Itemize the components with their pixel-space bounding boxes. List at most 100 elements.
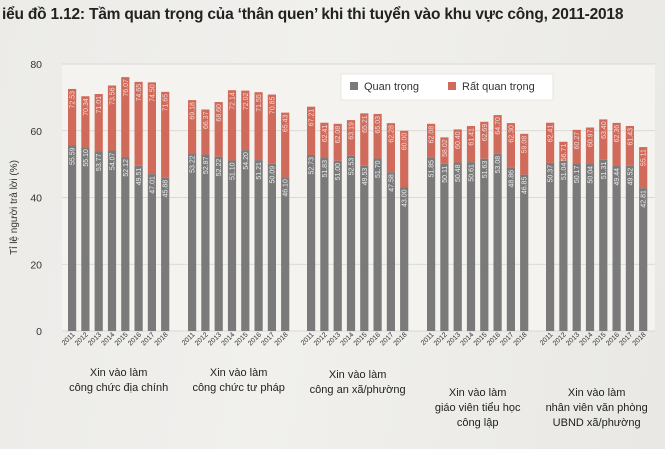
bar-quan-trong bbox=[333, 160, 342, 331]
bar-rat-quan-trong bbox=[94, 94, 103, 152]
bar-label-tong: 66.37 bbox=[203, 111, 210, 129]
bar-rat-quan-trong bbox=[320, 122, 329, 159]
bar-rat-quan-trong bbox=[480, 121, 489, 159]
x-tick-label: 2014 bbox=[100, 331, 116, 347]
bar-rat-quan-trong bbox=[506, 123, 515, 168]
x-tick-label: 2012 bbox=[313, 331, 329, 347]
x-tick-label: 2017 bbox=[140, 331, 156, 347]
group-label: Xin vào làm bbox=[568, 387, 625, 399]
group-label: công chức địa chính bbox=[69, 382, 168, 394]
bar-label-quan-trong: 50.04 bbox=[588, 166, 595, 184]
bar-quan-trong bbox=[480, 158, 489, 331]
x-tick-label: 2016 bbox=[247, 331, 263, 347]
bar-rat-quan-trong bbox=[281, 112, 290, 178]
bar-label-quan-trong: 53.22 bbox=[190, 155, 197, 173]
bar-rat-quan-trong bbox=[333, 123, 342, 161]
bar-rat-quan-trong bbox=[307, 106, 316, 156]
bar-rat-quan-trong bbox=[134, 81, 143, 166]
x-tick-label: 2014 bbox=[220, 331, 236, 347]
bar-label-tong: 74.65 bbox=[136, 84, 143, 102]
bar-label-tong: 71.65 bbox=[163, 94, 170, 112]
x-tick-label: 2018 bbox=[632, 331, 648, 347]
bar-label-quan-trong: 51.85 bbox=[429, 160, 436, 178]
bar-label-quan-trong: 49.51 bbox=[136, 168, 143, 186]
bar-quan-trong bbox=[227, 160, 237, 331]
bars bbox=[68, 77, 648, 331]
bar-quan-trong bbox=[346, 155, 356, 331]
bar-quan-trong bbox=[161, 177, 170, 331]
bar-quan-trong bbox=[625, 165, 634, 331]
bar-rat-quan-trong bbox=[254, 92, 263, 161]
bar-quan-trong bbox=[440, 163, 449, 331]
bar-label-quan-trong: 42.81 bbox=[641, 190, 648, 208]
bar-quan-trong bbox=[214, 156, 223, 331]
x-tick-label: 2017 bbox=[379, 331, 395, 347]
bar-rat-quan-trong bbox=[241, 90, 250, 151]
legend-label-quan-trong: Quan trọng bbox=[364, 81, 419, 93]
y-tick-label: 80 bbox=[30, 59, 42, 71]
x-tick-label: 2011 bbox=[300, 331, 316, 347]
y-tick-label: 40 bbox=[30, 193, 42, 205]
bar-label-tong: 63.19 bbox=[349, 122, 356, 140]
bar-label-quan-trong: 50.11 bbox=[442, 166, 449, 183]
x-tick-label: 2018 bbox=[154, 331, 170, 347]
legend-swatch-quan-trong bbox=[350, 82, 358, 90]
bar-quan-trong bbox=[520, 174, 529, 331]
bar-quan-trong bbox=[320, 158, 329, 331]
bar-label-tong: 72.02 bbox=[243, 93, 250, 111]
bar-label-tong: 61.41 bbox=[469, 128, 476, 146]
bar-rat-quan-trong bbox=[520, 133, 529, 175]
legend-swatch-rat-quan-trong bbox=[448, 82, 456, 90]
bar-quan-trong bbox=[254, 160, 263, 331]
bar-label-quan-trong: 54.20 bbox=[243, 152, 250, 170]
bar-rat-quan-trong bbox=[68, 88, 77, 146]
bar-label-quan-trong: 51.10 bbox=[230, 162, 237, 180]
bar-label-tong: 67.21 bbox=[309, 109, 316, 127]
bar-label-tong: 62.36 bbox=[614, 125, 621, 143]
bar-quan-trong bbox=[585, 163, 595, 331]
bar-quan-trong bbox=[493, 153, 502, 331]
group-label: Xin vào làm bbox=[90, 367, 147, 379]
bar-quan-trong bbox=[68, 145, 77, 331]
bar-label-quan-trong: 49.44 bbox=[614, 168, 621, 186]
x-tick-label: 2015 bbox=[353, 331, 369, 347]
bar-label-quan-trong: 52.12 bbox=[123, 159, 130, 177]
bar-label-quan-trong: 54.07 bbox=[110, 152, 117, 170]
bar-rat-quan-trong bbox=[493, 115, 502, 154]
bar-quan-trong bbox=[639, 188, 648, 331]
bar-label-quan-trong: 53.77 bbox=[96, 153, 103, 171]
bar-quan-trong bbox=[267, 163, 276, 331]
bar-label-tong: 69.18 bbox=[190, 102, 197, 120]
x-tick-label: 2012 bbox=[74, 331, 90, 347]
bar-quan-trong bbox=[546, 162, 555, 331]
bar-quan-trong bbox=[373, 158, 382, 331]
bar-label-quan-trong: 50.61 bbox=[469, 164, 476, 182]
bar-rat-quan-trong bbox=[81, 96, 90, 148]
bar-quan-trong bbox=[188, 153, 197, 331]
bar-quan-trong bbox=[386, 172, 395, 331]
bar-quan-trong bbox=[400, 187, 409, 331]
bar-rat-quan-trong bbox=[546, 122, 555, 163]
bar-quan-trong bbox=[599, 159, 608, 331]
bar-rat-quan-trong bbox=[440, 137, 449, 164]
x-tick-label: 2018 bbox=[274, 331, 290, 347]
group-label: UBND xã/phường bbox=[553, 417, 641, 429]
grid-layer bbox=[62, 63, 655, 332]
bar-label-tong: 71.55 bbox=[256, 94, 263, 112]
x-tick-label: 2013 bbox=[207, 331, 223, 347]
bar-label-quan-trong: 50.48 bbox=[455, 164, 462, 182]
bar-label-tong: 62.28 bbox=[388, 125, 395, 143]
x-tick-label: 2011 bbox=[181, 331, 197, 347]
bar-quan-trong bbox=[107, 150, 117, 331]
bar-label-quan-trong: 50.17 bbox=[574, 165, 581, 183]
bar-label-tong: 60.27 bbox=[574, 132, 581, 150]
bar-label-tong: 61.43 bbox=[627, 128, 634, 146]
x-tick-label: 2015 bbox=[473, 331, 489, 347]
x-tick-label: 2013 bbox=[87, 331, 103, 347]
bar-quan-trong bbox=[241, 150, 250, 331]
bar-label-quan-trong: 51.63 bbox=[482, 161, 489, 179]
bar-quan-trong bbox=[147, 174, 156, 331]
bar-rat-quan-trong bbox=[453, 129, 462, 163]
bar-quan-trong bbox=[281, 177, 290, 331]
